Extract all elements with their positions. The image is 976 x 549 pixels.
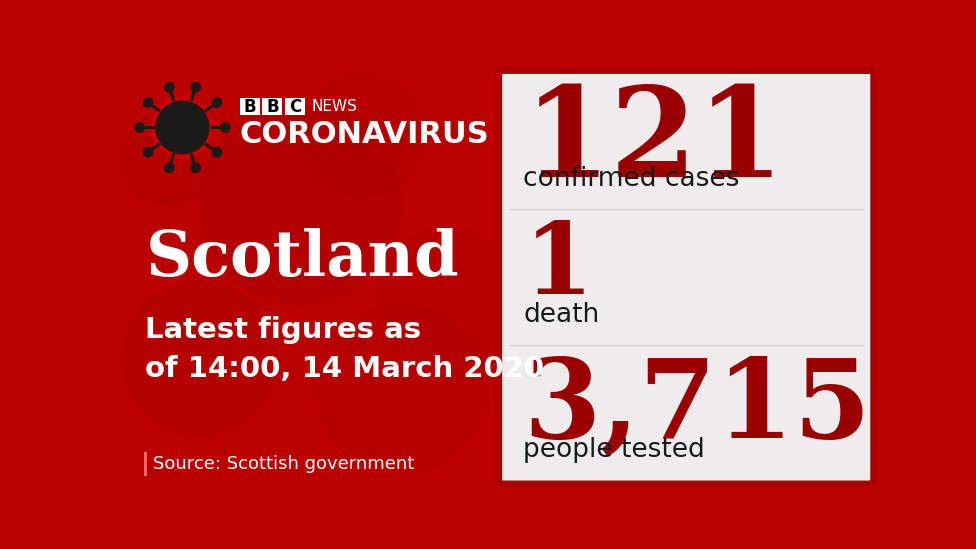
Circle shape <box>156 102 209 154</box>
Circle shape <box>165 163 174 172</box>
Text: people tested: people tested <box>523 438 706 463</box>
Circle shape <box>316 305 486 474</box>
Circle shape <box>378 228 517 366</box>
Circle shape <box>122 282 277 435</box>
FancyBboxPatch shape <box>499 70 874 484</box>
Text: Source: Scottish government: Source: Scottish government <box>153 455 414 473</box>
Text: confirmed cases: confirmed cases <box>523 166 740 192</box>
Circle shape <box>165 82 174 92</box>
Circle shape <box>199 104 401 305</box>
Bar <box>263 98 282 115</box>
Text: death: death <box>523 302 599 328</box>
Text: 1: 1 <box>523 217 593 315</box>
Circle shape <box>122 112 215 204</box>
Circle shape <box>143 148 152 157</box>
Circle shape <box>135 123 144 132</box>
Circle shape <box>213 98 222 107</box>
Circle shape <box>213 148 222 157</box>
Text: B: B <box>244 98 256 116</box>
Bar <box>143 452 146 475</box>
Text: Scotland: Scotland <box>145 228 459 289</box>
Text: Latest figures as
of 14:00, 14 March 2020: Latest figures as of 14:00, 14 March 202… <box>145 316 545 383</box>
Circle shape <box>301 74 425 197</box>
Text: 121: 121 <box>523 82 785 203</box>
Bar <box>240 98 260 115</box>
Text: NEWS: NEWS <box>312 99 358 114</box>
Circle shape <box>191 163 200 172</box>
Text: C: C <box>289 98 301 116</box>
Circle shape <box>191 82 200 92</box>
Circle shape <box>221 123 229 132</box>
Circle shape <box>143 98 152 107</box>
Text: CORONAVIRUS: CORONAVIRUS <box>240 120 489 149</box>
Text: 3,715: 3,715 <box>523 353 872 460</box>
Text: B: B <box>266 98 279 116</box>
Bar <box>285 98 305 115</box>
